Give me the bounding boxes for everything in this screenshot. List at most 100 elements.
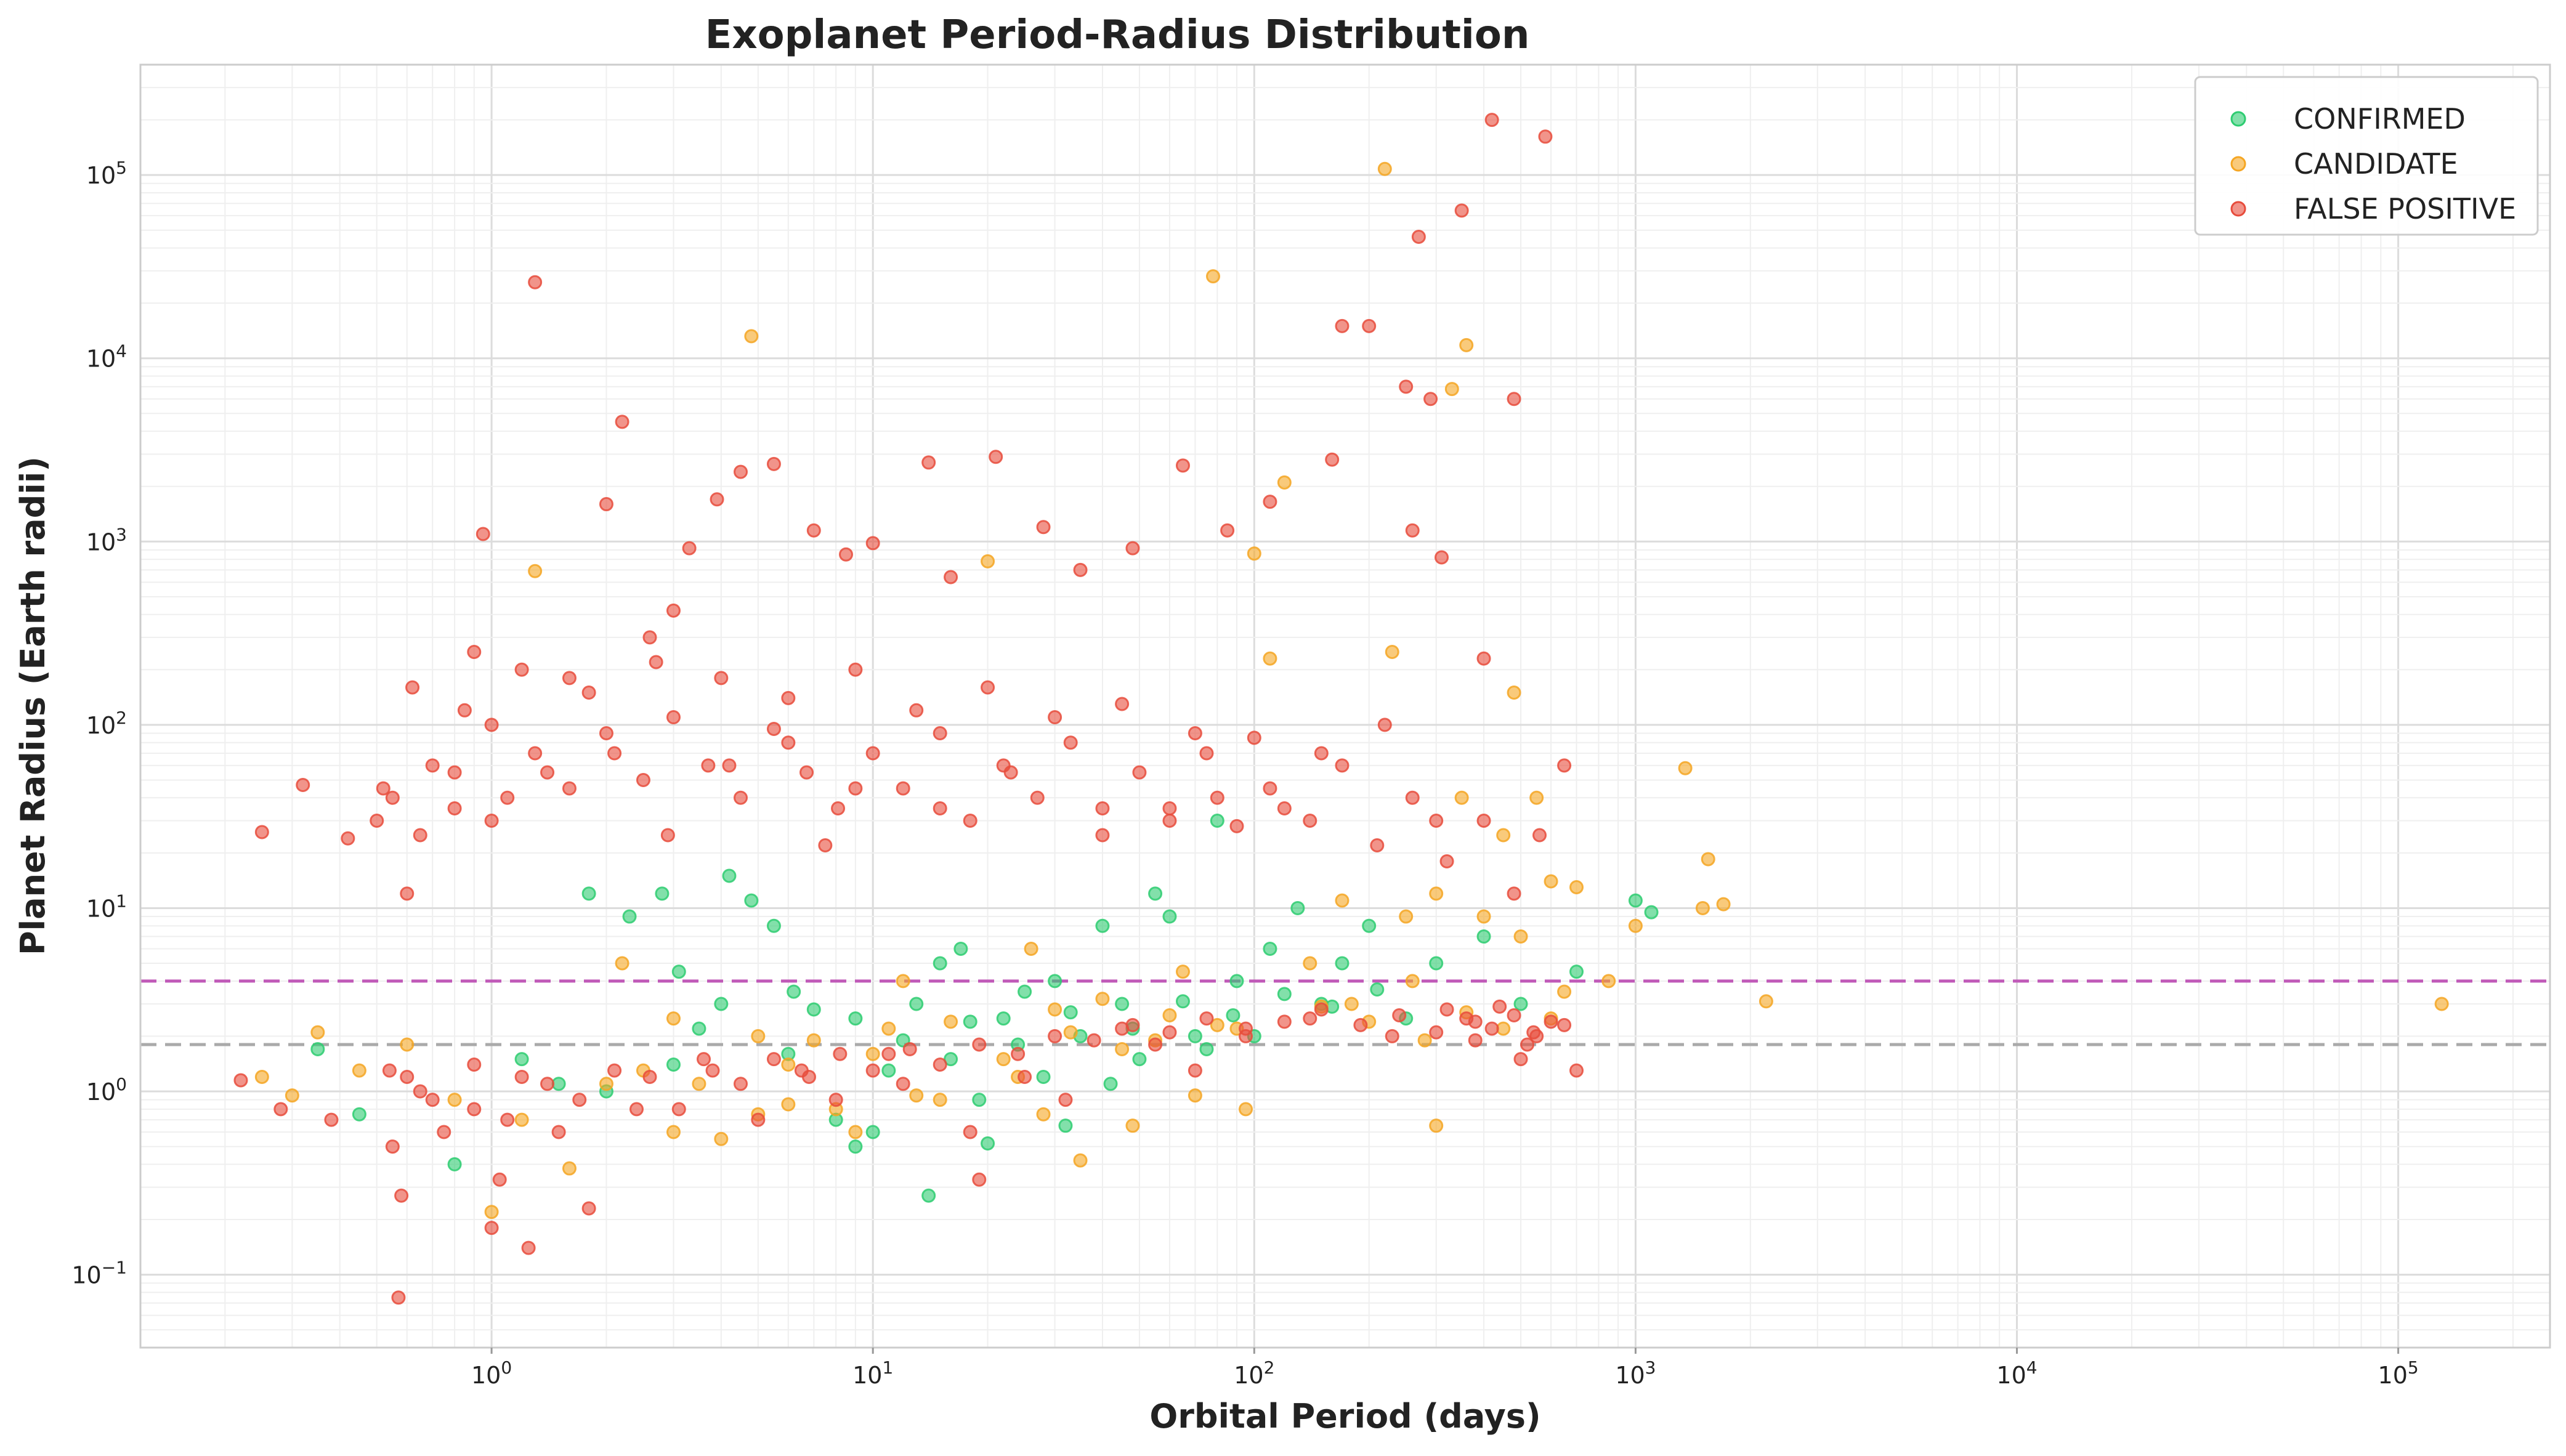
data-point	[1344, 997, 1359, 1011]
data-point	[865, 536, 880, 551]
legend-label: CANDIDATE	[2294, 147, 2458, 180]
data-point	[521, 1240, 536, 1255]
data-point	[1095, 918, 1110, 933]
data-point	[944, 1014, 958, 1029]
data-point	[615, 956, 629, 971]
data-point	[972, 1037, 987, 1052]
data-point	[1695, 900, 1710, 915]
data-point	[1024, 941, 1038, 956]
data-point	[1188, 1029, 1202, 1043]
data-point	[1148, 886, 1163, 901]
data-point	[467, 644, 482, 659]
data-point	[1132, 1052, 1147, 1067]
data-point	[682, 541, 697, 556]
data-point	[865, 1046, 880, 1061]
data-point	[714, 671, 729, 686]
data-point	[766, 456, 781, 471]
data-point	[828, 1093, 843, 1107]
data-point	[1011, 1046, 1026, 1061]
data-point	[972, 1093, 987, 1107]
data-point	[599, 497, 613, 512]
data-point	[622, 909, 637, 924]
data-point	[1188, 726, 1202, 740]
data-point	[1544, 1014, 1558, 1029]
data-point	[722, 758, 737, 773]
data-point	[447, 1157, 462, 1171]
data-point	[1520, 1037, 1535, 1052]
data-point	[581, 886, 596, 901]
data-point	[1507, 392, 1521, 406]
data-point	[1210, 813, 1224, 828]
y-tick-label: 10−1	[71, 1258, 127, 1289]
series-confirmed	[310, 813, 1659, 1203]
data-point	[1513, 929, 1528, 944]
data-point	[896, 781, 910, 796]
x-tick-label: 101	[852, 1357, 893, 1389]
data-point	[1459, 1011, 1474, 1026]
data-point	[581, 685, 596, 700]
data-point	[1454, 790, 1469, 805]
data-point	[1210, 1017, 1224, 1032]
data-point	[1303, 1011, 1317, 1026]
data-point	[1476, 929, 1491, 944]
y-tick-label: 105	[86, 158, 127, 189]
y-tick-label: 104	[86, 341, 127, 373]
data-point	[909, 997, 924, 1011]
data-point	[1569, 880, 1584, 895]
data-point	[1063, 735, 1078, 750]
data-point	[1103, 1077, 1118, 1091]
data-point	[572, 1093, 587, 1107]
data-point	[1405, 790, 1420, 805]
data-point	[649, 655, 663, 669]
data-point	[848, 1011, 863, 1026]
data-point	[607, 1063, 622, 1078]
data-point	[996, 758, 1011, 773]
data-point	[1544, 874, 1558, 889]
data-point	[831, 801, 846, 816]
data-point	[848, 1139, 863, 1154]
data-point	[1048, 1002, 1062, 1017]
reference-lines	[140, 979, 2550, 1046]
data-point	[273, 1102, 288, 1117]
data-point	[352, 1063, 366, 1078]
data-point	[1162, 909, 1177, 924]
data-point	[1557, 758, 1572, 773]
data-point	[1018, 984, 1032, 999]
data-point	[1277, 1014, 1292, 1029]
data-point	[881, 1021, 896, 1036]
data-point	[806, 1033, 821, 1048]
data-point	[1239, 1102, 1253, 1117]
data-point	[666, 603, 681, 618]
data-point	[1628, 918, 1643, 933]
data-point	[944, 1052, 958, 1067]
data-point	[972, 1172, 987, 1187]
data-point	[1399, 379, 1414, 394]
data-point	[581, 1201, 596, 1216]
data-point	[733, 1077, 748, 1091]
data-point	[642, 1069, 657, 1084]
data-point	[1377, 718, 1392, 732]
data-point	[457, 703, 472, 718]
data-point	[413, 828, 427, 843]
data-point	[781, 735, 796, 750]
legend-marker	[2230, 156, 2246, 172]
data-point	[1263, 781, 1277, 796]
data-point	[944, 570, 958, 584]
data-point	[1370, 982, 1385, 997]
data-point	[405, 680, 420, 695]
data-point	[1058, 1093, 1073, 1107]
data-point	[1263, 651, 1277, 666]
data-point	[1484, 113, 1499, 127]
data-point	[902, 1041, 917, 1056]
data-point	[744, 893, 759, 908]
data-point	[2434, 997, 2449, 1011]
legend: CONFIRMED CANDIDATE FALSE POSITIVE	[2194, 76, 2539, 236]
data-point	[484, 813, 499, 828]
data-point	[1048, 710, 1062, 725]
data-point	[467, 1058, 482, 1072]
data-point	[1429, 1025, 1444, 1040]
data-point	[963, 813, 977, 828]
data-point	[467, 1102, 482, 1117]
data-point	[629, 1102, 644, 1117]
data-point	[1314, 746, 1329, 761]
